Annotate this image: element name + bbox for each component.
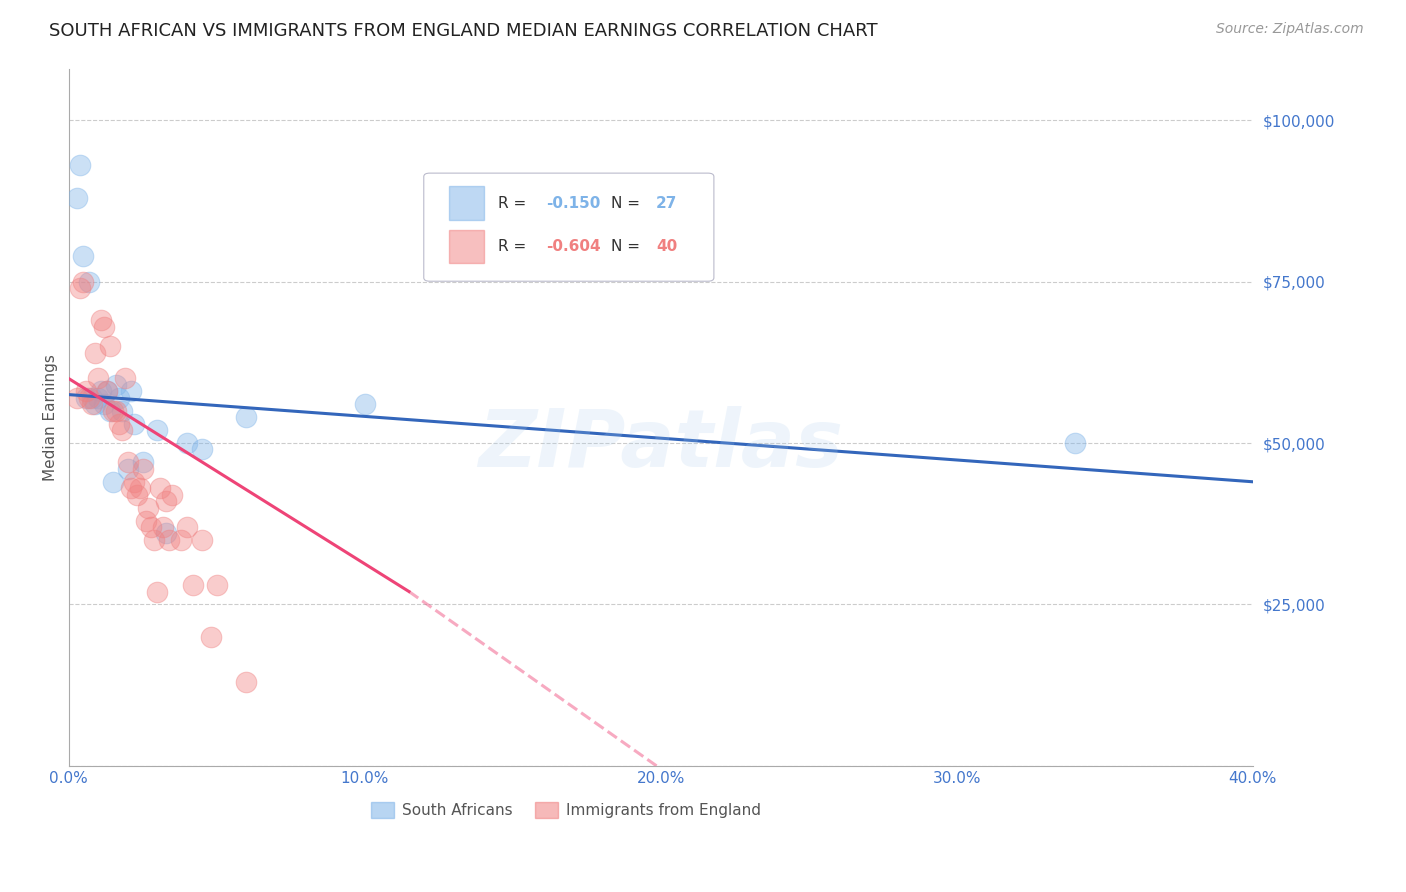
Legend: South Africans, Immigrants from England: South Africans, Immigrants from England <box>366 797 766 824</box>
Point <box>117 462 139 476</box>
Point <box>155 526 177 541</box>
Point <box>200 630 222 644</box>
Point <box>190 533 212 547</box>
Point <box>104 403 127 417</box>
Point <box>87 371 110 385</box>
Text: 27: 27 <box>655 195 678 211</box>
Point <box>66 191 89 205</box>
Point <box>98 339 121 353</box>
Point <box>90 313 112 327</box>
Point <box>77 275 100 289</box>
Point <box>104 378 127 392</box>
Point <box>93 319 115 334</box>
Point <box>84 397 107 411</box>
Y-axis label: Median Earnings: Median Earnings <box>44 354 58 481</box>
Point <box>181 578 204 592</box>
Point <box>101 475 124 489</box>
Point <box>93 397 115 411</box>
Point <box>101 403 124 417</box>
Point <box>122 417 145 431</box>
Text: SOUTH AFRICAN VS IMMIGRANTS FROM ENGLAND MEDIAN EARNINGS CORRELATION CHART: SOUTH AFRICAN VS IMMIGRANTS FROM ENGLAND… <box>49 22 877 40</box>
Point <box>75 384 97 399</box>
Text: ZIPatlas: ZIPatlas <box>478 406 844 484</box>
Point <box>131 455 153 469</box>
Point <box>125 488 148 502</box>
Point <box>75 391 97 405</box>
Point <box>120 384 142 399</box>
Point <box>90 384 112 399</box>
Point <box>98 403 121 417</box>
Text: Source: ZipAtlas.com: Source: ZipAtlas.com <box>1216 22 1364 37</box>
FancyBboxPatch shape <box>449 186 484 219</box>
Text: 40: 40 <box>655 239 678 254</box>
Point <box>155 494 177 508</box>
Point <box>96 384 118 399</box>
Point <box>235 674 257 689</box>
Point <box>170 533 193 547</box>
Point <box>96 384 118 399</box>
Point <box>69 281 91 295</box>
Text: R =: R = <box>498 239 531 254</box>
Point <box>138 500 160 515</box>
Point <box>235 410 257 425</box>
Point <box>157 533 180 547</box>
Point <box>117 455 139 469</box>
Point <box>72 275 94 289</box>
Point <box>72 249 94 263</box>
Point <box>128 481 150 495</box>
Text: -0.150: -0.150 <box>546 195 600 211</box>
FancyBboxPatch shape <box>423 173 714 281</box>
Point <box>111 403 134 417</box>
Point <box>353 397 375 411</box>
Point <box>205 578 228 592</box>
Point <box>66 391 89 405</box>
Point <box>122 475 145 489</box>
Point <box>1064 436 1087 450</box>
Point <box>176 520 198 534</box>
Text: N =: N = <box>610 239 645 254</box>
Text: N =: N = <box>610 195 645 211</box>
Point <box>131 462 153 476</box>
Point <box>84 345 107 359</box>
Point <box>114 371 136 385</box>
Point <box>143 533 166 547</box>
FancyBboxPatch shape <box>449 229 484 263</box>
Point <box>82 397 104 411</box>
Point <box>87 391 110 405</box>
Point <box>176 436 198 450</box>
Point <box>77 391 100 405</box>
Point <box>69 158 91 172</box>
Text: -0.604: -0.604 <box>546 239 600 254</box>
Point <box>146 423 169 437</box>
Point <box>190 442 212 457</box>
Point <box>152 520 174 534</box>
Point <box>108 391 131 405</box>
Point <box>146 584 169 599</box>
Point <box>141 520 163 534</box>
Point <box>120 481 142 495</box>
Text: R =: R = <box>498 195 531 211</box>
Point <box>108 417 131 431</box>
Point <box>111 423 134 437</box>
Point <box>82 391 104 405</box>
Point <box>134 514 156 528</box>
Point <box>149 481 172 495</box>
Point <box>160 488 183 502</box>
